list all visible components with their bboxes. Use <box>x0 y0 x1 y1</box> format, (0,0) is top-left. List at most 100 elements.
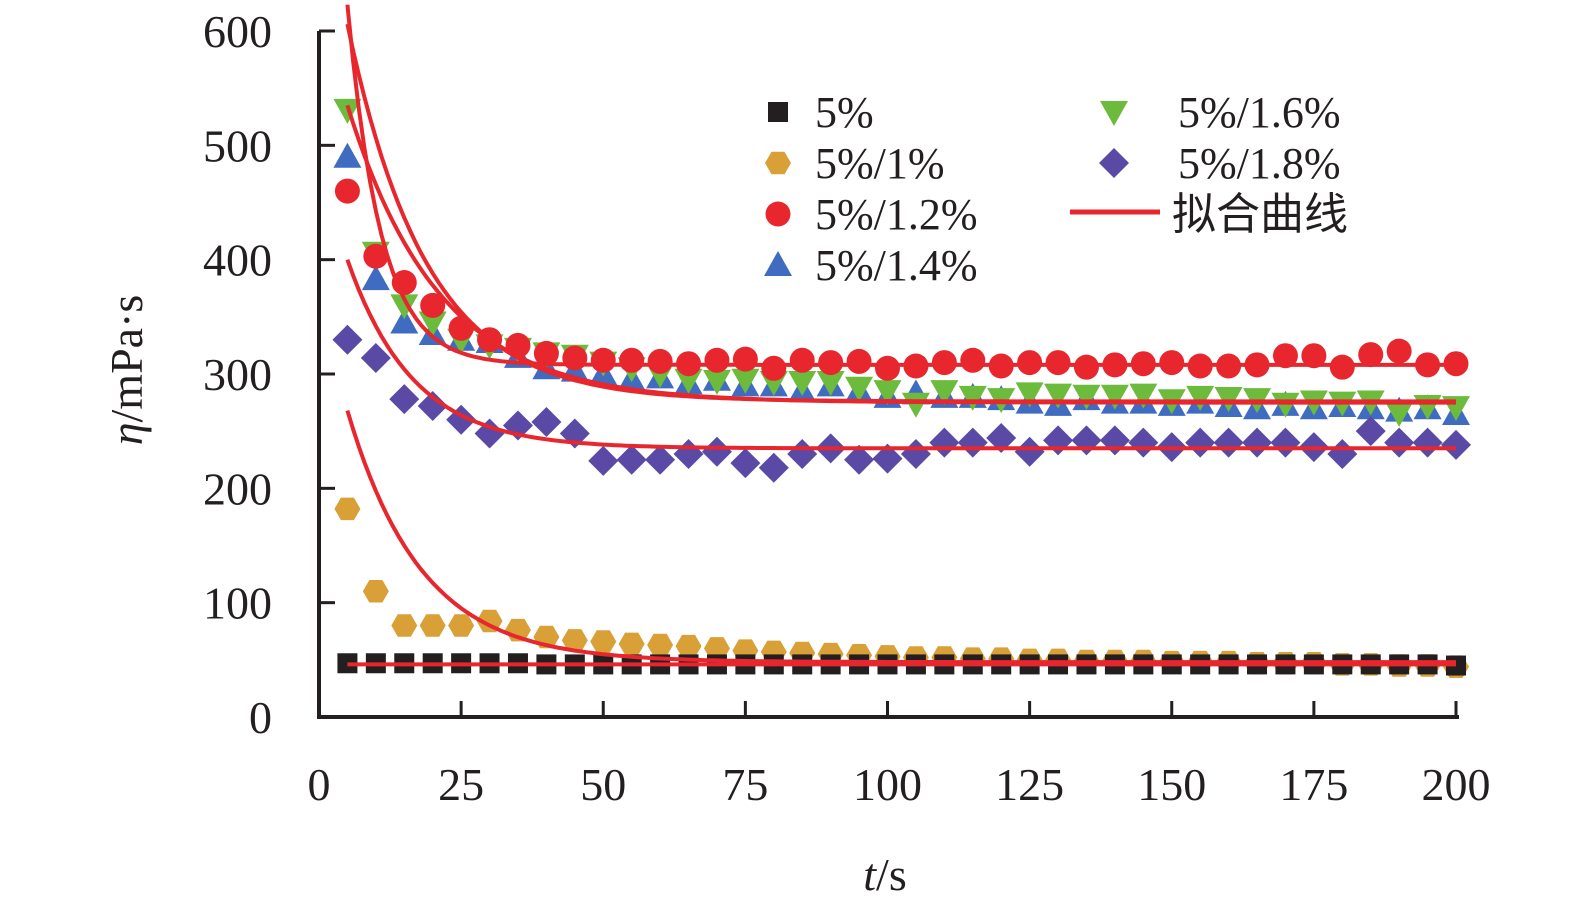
data-point <box>704 347 730 373</box>
legend-marker-shape <box>764 251 792 276</box>
data-point <box>1384 427 1415 458</box>
data-point <box>1073 354 1099 380</box>
data-point <box>844 444 875 475</box>
data-point <box>363 243 389 269</box>
data-point <box>1242 427 1273 458</box>
legend-label-5pct-1-4pct: 5%/1.4% <box>815 241 978 290</box>
x-tick-label: 50 <box>580 759 626 810</box>
y-tick-label: 100 <box>203 578 272 629</box>
data-point <box>1128 427 1159 458</box>
data-point <box>1100 384 1129 410</box>
data-point <box>1045 350 1071 376</box>
data-point <box>1129 383 1158 409</box>
data-point <box>930 380 959 406</box>
legend-marker-5pct-1-6pct <box>1100 101 1128 126</box>
legend-label-5pct-1-2pct: 5%/1.2% <box>815 190 978 239</box>
data-point <box>1044 383 1073 409</box>
x-tick-label: 200 <box>1422 759 1491 810</box>
data-point <box>647 633 674 657</box>
data-point <box>1355 416 1386 447</box>
data-point <box>986 423 1017 454</box>
legend-marker-5pct-1pct <box>765 151 791 175</box>
data-point <box>390 308 419 334</box>
data-point <box>846 348 872 374</box>
data-point <box>758 452 789 483</box>
data-point <box>1441 429 1471 460</box>
data-point <box>1301 343 1327 369</box>
data-point <box>818 350 844 376</box>
x-tick-label: 175 <box>1279 759 1348 810</box>
data-point <box>332 324 363 355</box>
data-point <box>788 371 817 397</box>
data-point <box>616 444 647 475</box>
data-point <box>931 350 957 376</box>
data-point <box>703 637 730 660</box>
fit-curve-series-1 <box>345 410 1456 665</box>
data-point <box>702 369 731 395</box>
x-axis-title: t/s <box>863 849 906 900</box>
data-point <box>730 448 761 479</box>
data-point <box>647 348 673 374</box>
legend-marker-5pct-1-2pct <box>765 201 791 227</box>
data-point <box>1213 427 1244 458</box>
legend-marker-5pct-1-8pct <box>1099 148 1129 178</box>
data-point <box>701 436 732 467</box>
y-tick-label: 300 <box>203 349 272 400</box>
legend-marker-shape <box>765 151 791 175</box>
data-point <box>562 345 588 371</box>
x-tick-label: 25 <box>438 759 484 810</box>
data-point <box>1071 425 1102 456</box>
data-point <box>588 445 619 476</box>
x-tick-label: 125 <box>995 759 1064 810</box>
legend-marker-5pct-1-4pct <box>764 251 792 276</box>
data-point <box>1072 384 1101 410</box>
legend-marker-shape <box>1100 101 1128 126</box>
data-point <box>1270 427 1301 458</box>
data-point <box>1327 439 1358 470</box>
data-point <box>1043 425 1074 456</box>
data-point <box>1185 427 1216 458</box>
data-point <box>845 376 874 402</box>
data-point <box>420 292 446 318</box>
data-point <box>1329 354 1355 380</box>
data-point <box>873 380 902 406</box>
series-1-markers <box>334 497 1469 678</box>
data-point <box>1014 436 1045 467</box>
axis-ticks <box>317 29 1458 719</box>
y-axis-title-unit: /mPa·s <box>101 295 152 423</box>
y-tick-label: 400 <box>203 235 272 286</box>
axis-tick-labels: 0 100 200 300 400 500 600 0 25 50 75 100 125 150 175 20… <box>203 6 1491 810</box>
y-tick-label: 500 <box>203 120 272 171</box>
data-point <box>958 385 987 411</box>
data-point <box>362 579 389 603</box>
data-point <box>731 368 760 394</box>
data-point <box>761 355 787 381</box>
data-point <box>618 632 645 656</box>
legend-marker-shape <box>768 102 788 122</box>
legend-marker-5pct <box>768 102 788 122</box>
data-point <box>1099 425 1130 456</box>
data-point <box>334 178 360 204</box>
data-point <box>389 384 420 415</box>
data-point <box>1271 392 1300 418</box>
data-point <box>957 427 988 458</box>
data-point <box>419 614 446 637</box>
data-point <box>333 142 362 168</box>
legend-marker-shape <box>765 201 791 227</box>
legend: 5% 5%/1% 5%/1.2% 5%/1.4% 5%/1.6% 5%/1.8%… <box>764 88 1348 290</box>
data-point <box>391 614 418 637</box>
data-point <box>675 634 702 658</box>
legend-marker-shape <box>1099 148 1129 178</box>
data-point <box>1385 401 1414 427</box>
data-point <box>645 444 676 475</box>
data-point <box>418 311 447 337</box>
data-point <box>417 391 448 422</box>
x-tick-label: 100 <box>853 759 922 810</box>
data-point <box>1386 338 1412 364</box>
data-point <box>561 629 588 652</box>
data-point <box>390 294 419 320</box>
x-axis-title-var: t <box>863 849 877 900</box>
y-tick-label: 0 <box>249 692 272 743</box>
legend-label-5pct: 5% <box>815 88 874 137</box>
